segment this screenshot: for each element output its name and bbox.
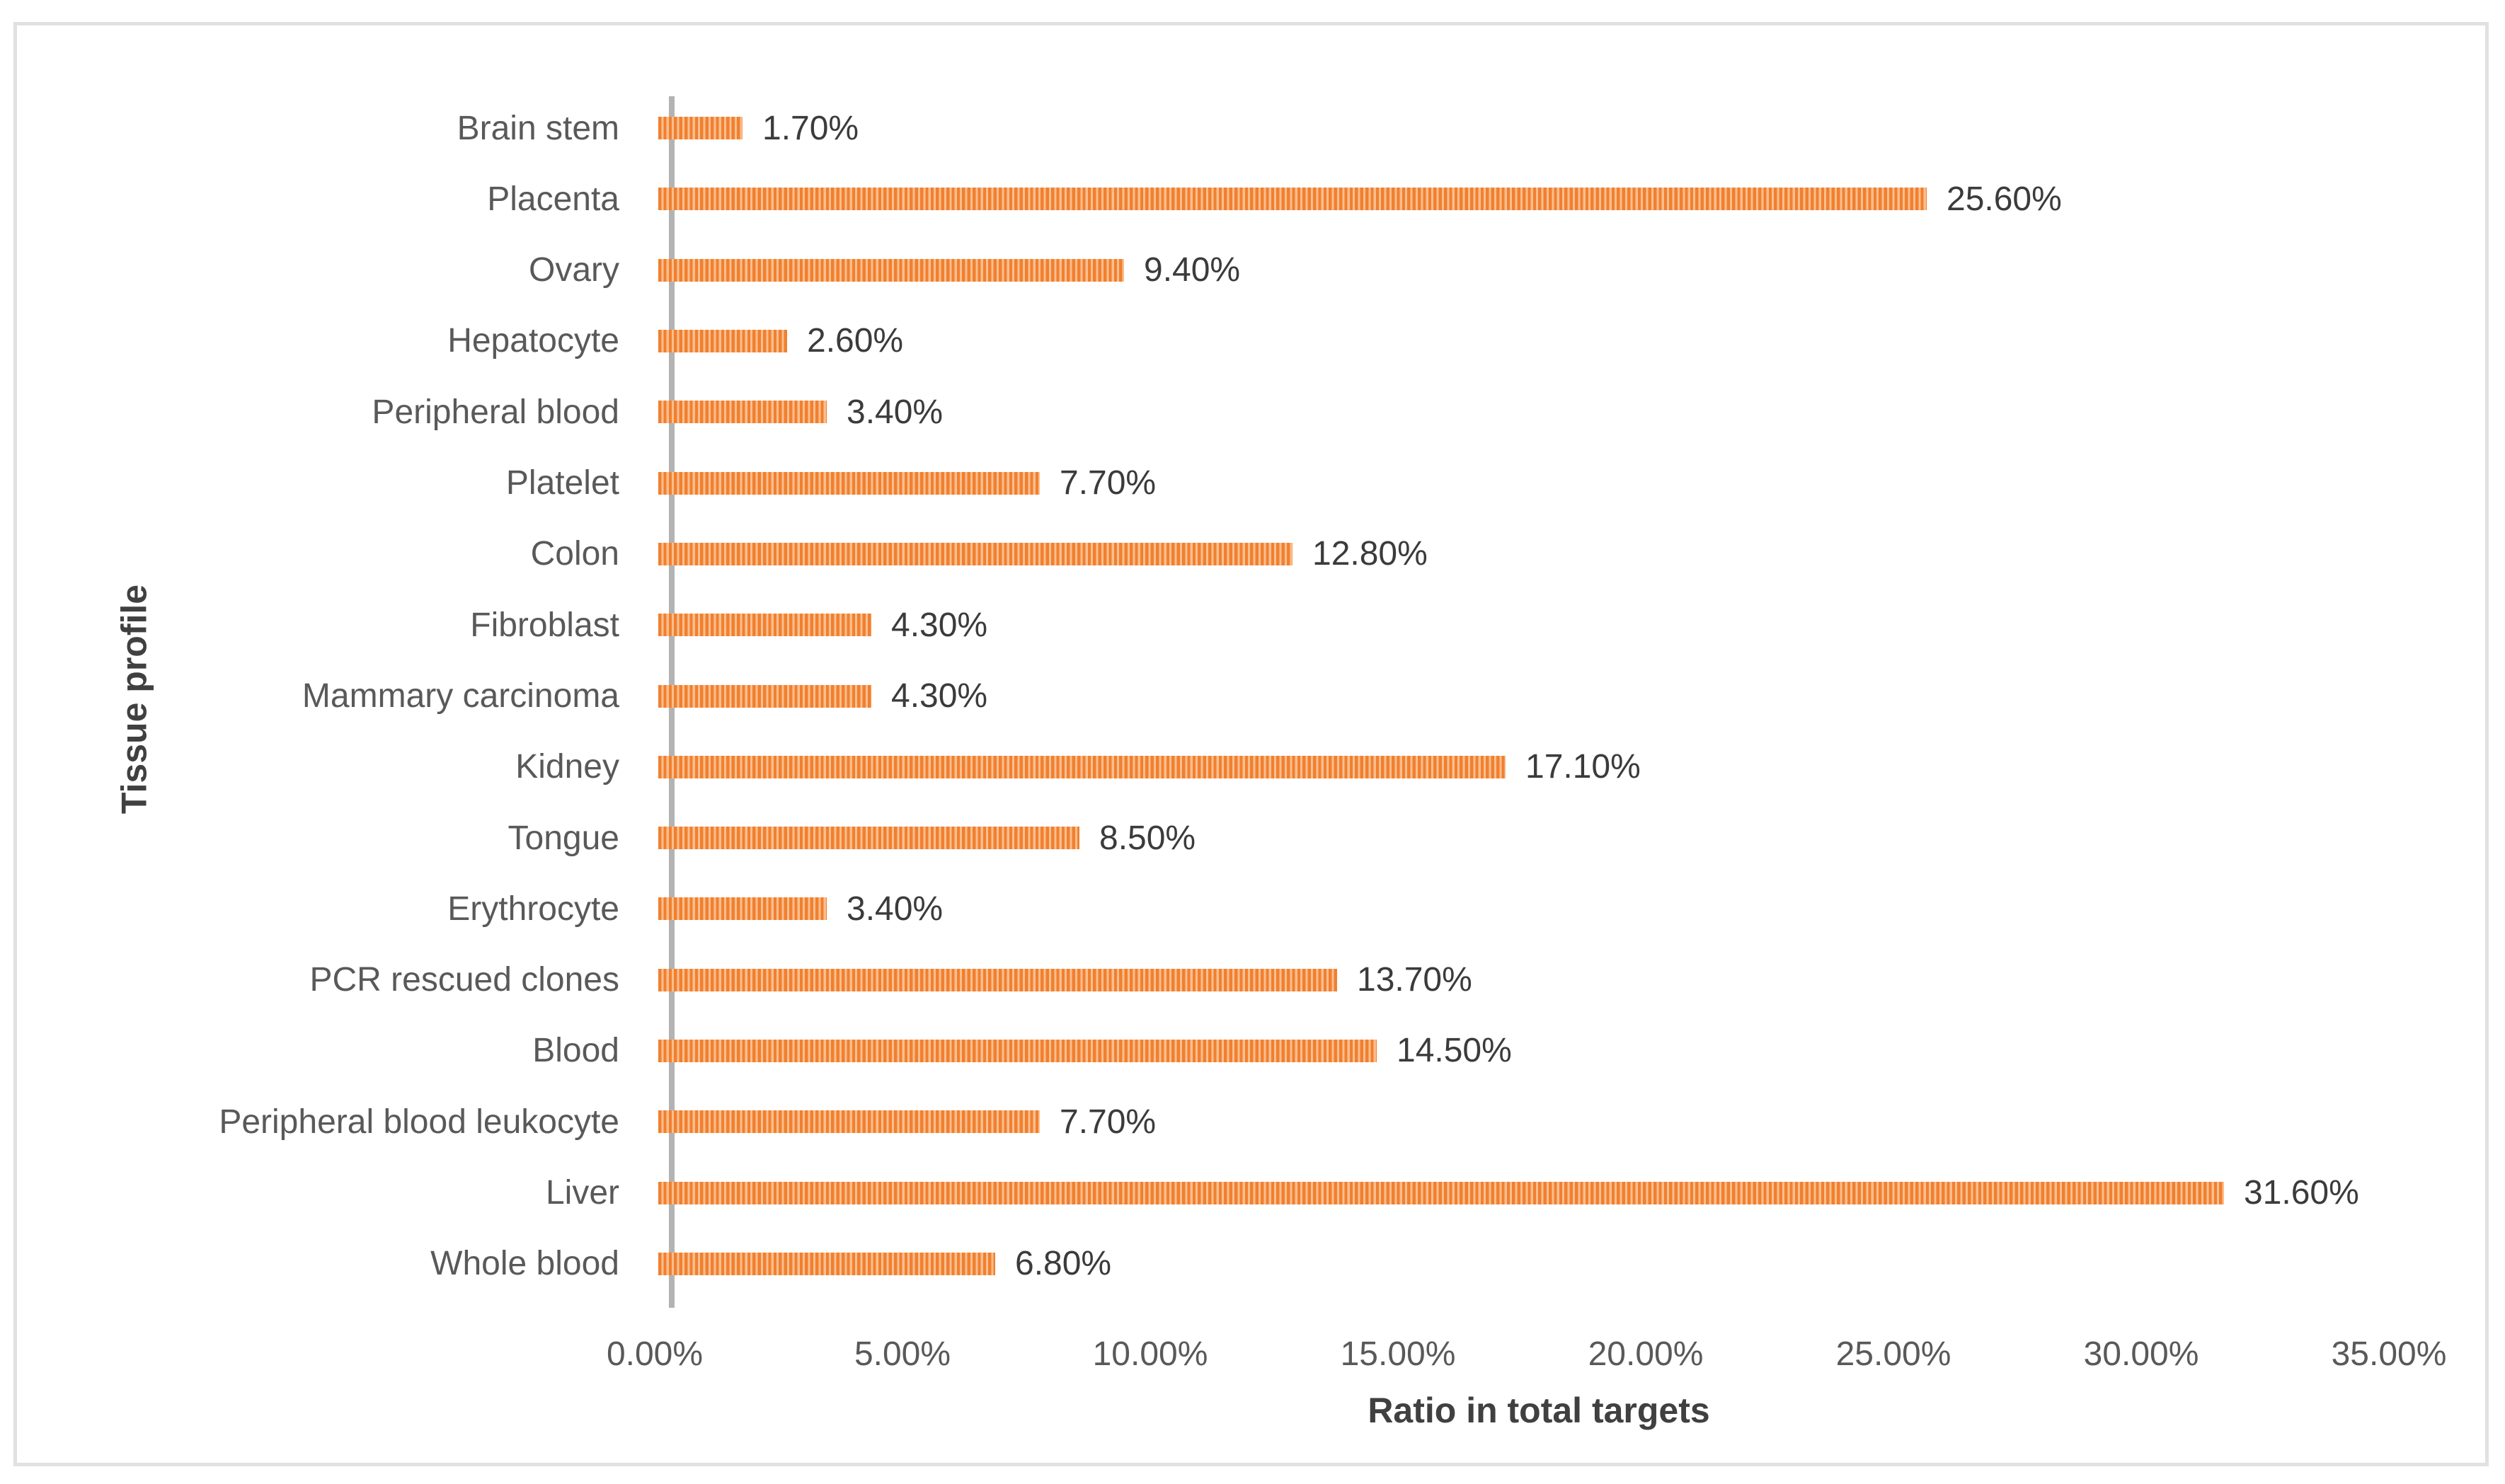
bar [658, 188, 1927, 211]
bar [658, 330, 787, 353]
chart-frame: Tissue profile Brain stem 1.70% Placenta 25… [13, 22, 2489, 1466]
bar [658, 117, 743, 140]
value-label: 3.40% [847, 393, 944, 431]
bar [658, 542, 1292, 565]
x-axis-tick-label: 35.00% [2331, 1335, 2447, 1373]
value-label: 17.10% [1525, 748, 1641, 786]
category-label: Platelet [505, 464, 619, 502]
category-label: Tongue [508, 819, 619, 857]
category-label: Peripheral blood leukocyte [219, 1103, 619, 1141]
bar [658, 755, 1506, 778]
bar [658, 258, 1124, 282]
bar [658, 471, 1040, 495]
value-label: 1.70% [762, 109, 859, 147]
value-label: 31.60% [2244, 1174, 2359, 1212]
bar [658, 1040, 1377, 1063]
value-label: 4.30% [891, 677, 988, 715]
bar [658, 401, 827, 424]
bar [658, 1252, 995, 1275]
category-label: Brain stem [457, 109, 619, 147]
bar [658, 968, 1337, 991]
x-axis-tick-label: 5.00% [854, 1335, 951, 1373]
x-axis-tick-label: 30.00% [2083, 1335, 2199, 1373]
value-label: 25.60% [1947, 180, 2062, 218]
value-label: 9.40% [1144, 251, 1241, 289]
x-axis-tick-label: 0.00% [606, 1335, 704, 1373]
bar [658, 1181, 2224, 1204]
category-label: Hepatocyte [447, 322, 619, 360]
category-label: Ovary [528, 251, 619, 289]
value-label: 2.60% [807, 322, 904, 360]
category-label: Liver [545, 1174, 619, 1212]
value-label: 6.80% [1015, 1245, 1112, 1283]
y-axis-title: Tissue profile [114, 584, 154, 815]
value-label: 13.70% [1357, 961, 1472, 999]
category-label: Mammary carcinoma [302, 677, 619, 715]
category-label: Blood [532, 1032, 619, 1070]
category-label: Fibroblast [470, 606, 619, 644]
value-label: 4.30% [891, 606, 988, 644]
value-label: 7.70% [1060, 1103, 1157, 1141]
category-label: Kidney [515, 748, 619, 786]
category-label: Peripheral blood [372, 393, 619, 431]
category-label: Colon [530, 535, 619, 573]
category-label: PCR rescued clones [309, 961, 619, 999]
value-label: 3.40% [847, 890, 944, 928]
bar [658, 614, 871, 637]
x-axis-title: Ratio in total targets [1368, 1391, 1710, 1430]
bar [658, 827, 1079, 850]
x-axis-tick-label: 10.00% [1092, 1335, 1208, 1373]
bar [658, 1110, 1040, 1134]
value-label: 7.70% [1060, 464, 1157, 502]
value-label: 12.80% [1312, 535, 1428, 573]
value-label: 8.50% [1099, 819, 1196, 857]
bar [658, 684, 871, 708]
bar [658, 897, 827, 921]
category-label: Erythrocyte [447, 890, 619, 928]
x-axis-tick-label: 20.00% [1588, 1335, 1704, 1373]
category-label: Whole blood [430, 1245, 619, 1283]
x-axis-tick-label: 25.00% [1835, 1335, 1951, 1373]
value-label: 14.50% [1397, 1032, 1512, 1070]
category-label: Placenta [487, 180, 619, 218]
x-axis-tick-label: 15.00% [1340, 1335, 1456, 1373]
